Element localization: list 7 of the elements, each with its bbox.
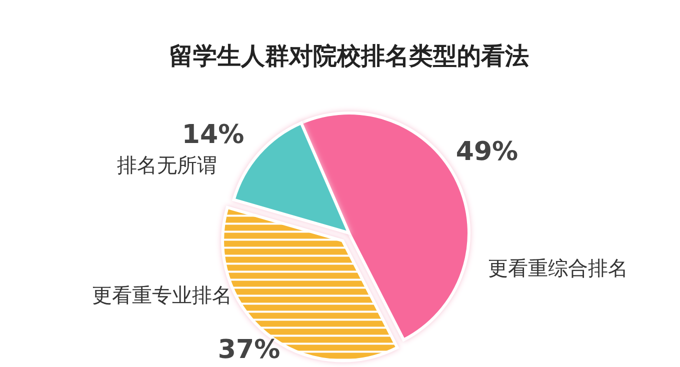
slice-label: 更看重专业排名	[92, 283, 232, 307]
data-label: 37%	[218, 335, 280, 365]
data-label: 49%	[456, 137, 518, 167]
chart-title: 留学生人群对院校排名类型的看法	[169, 42, 529, 70]
slice-label: 排名无所谓	[117, 153, 217, 177]
slice-label: 更看重综合排名	[488, 256, 628, 280]
data-label: 14%	[182, 120, 244, 150]
